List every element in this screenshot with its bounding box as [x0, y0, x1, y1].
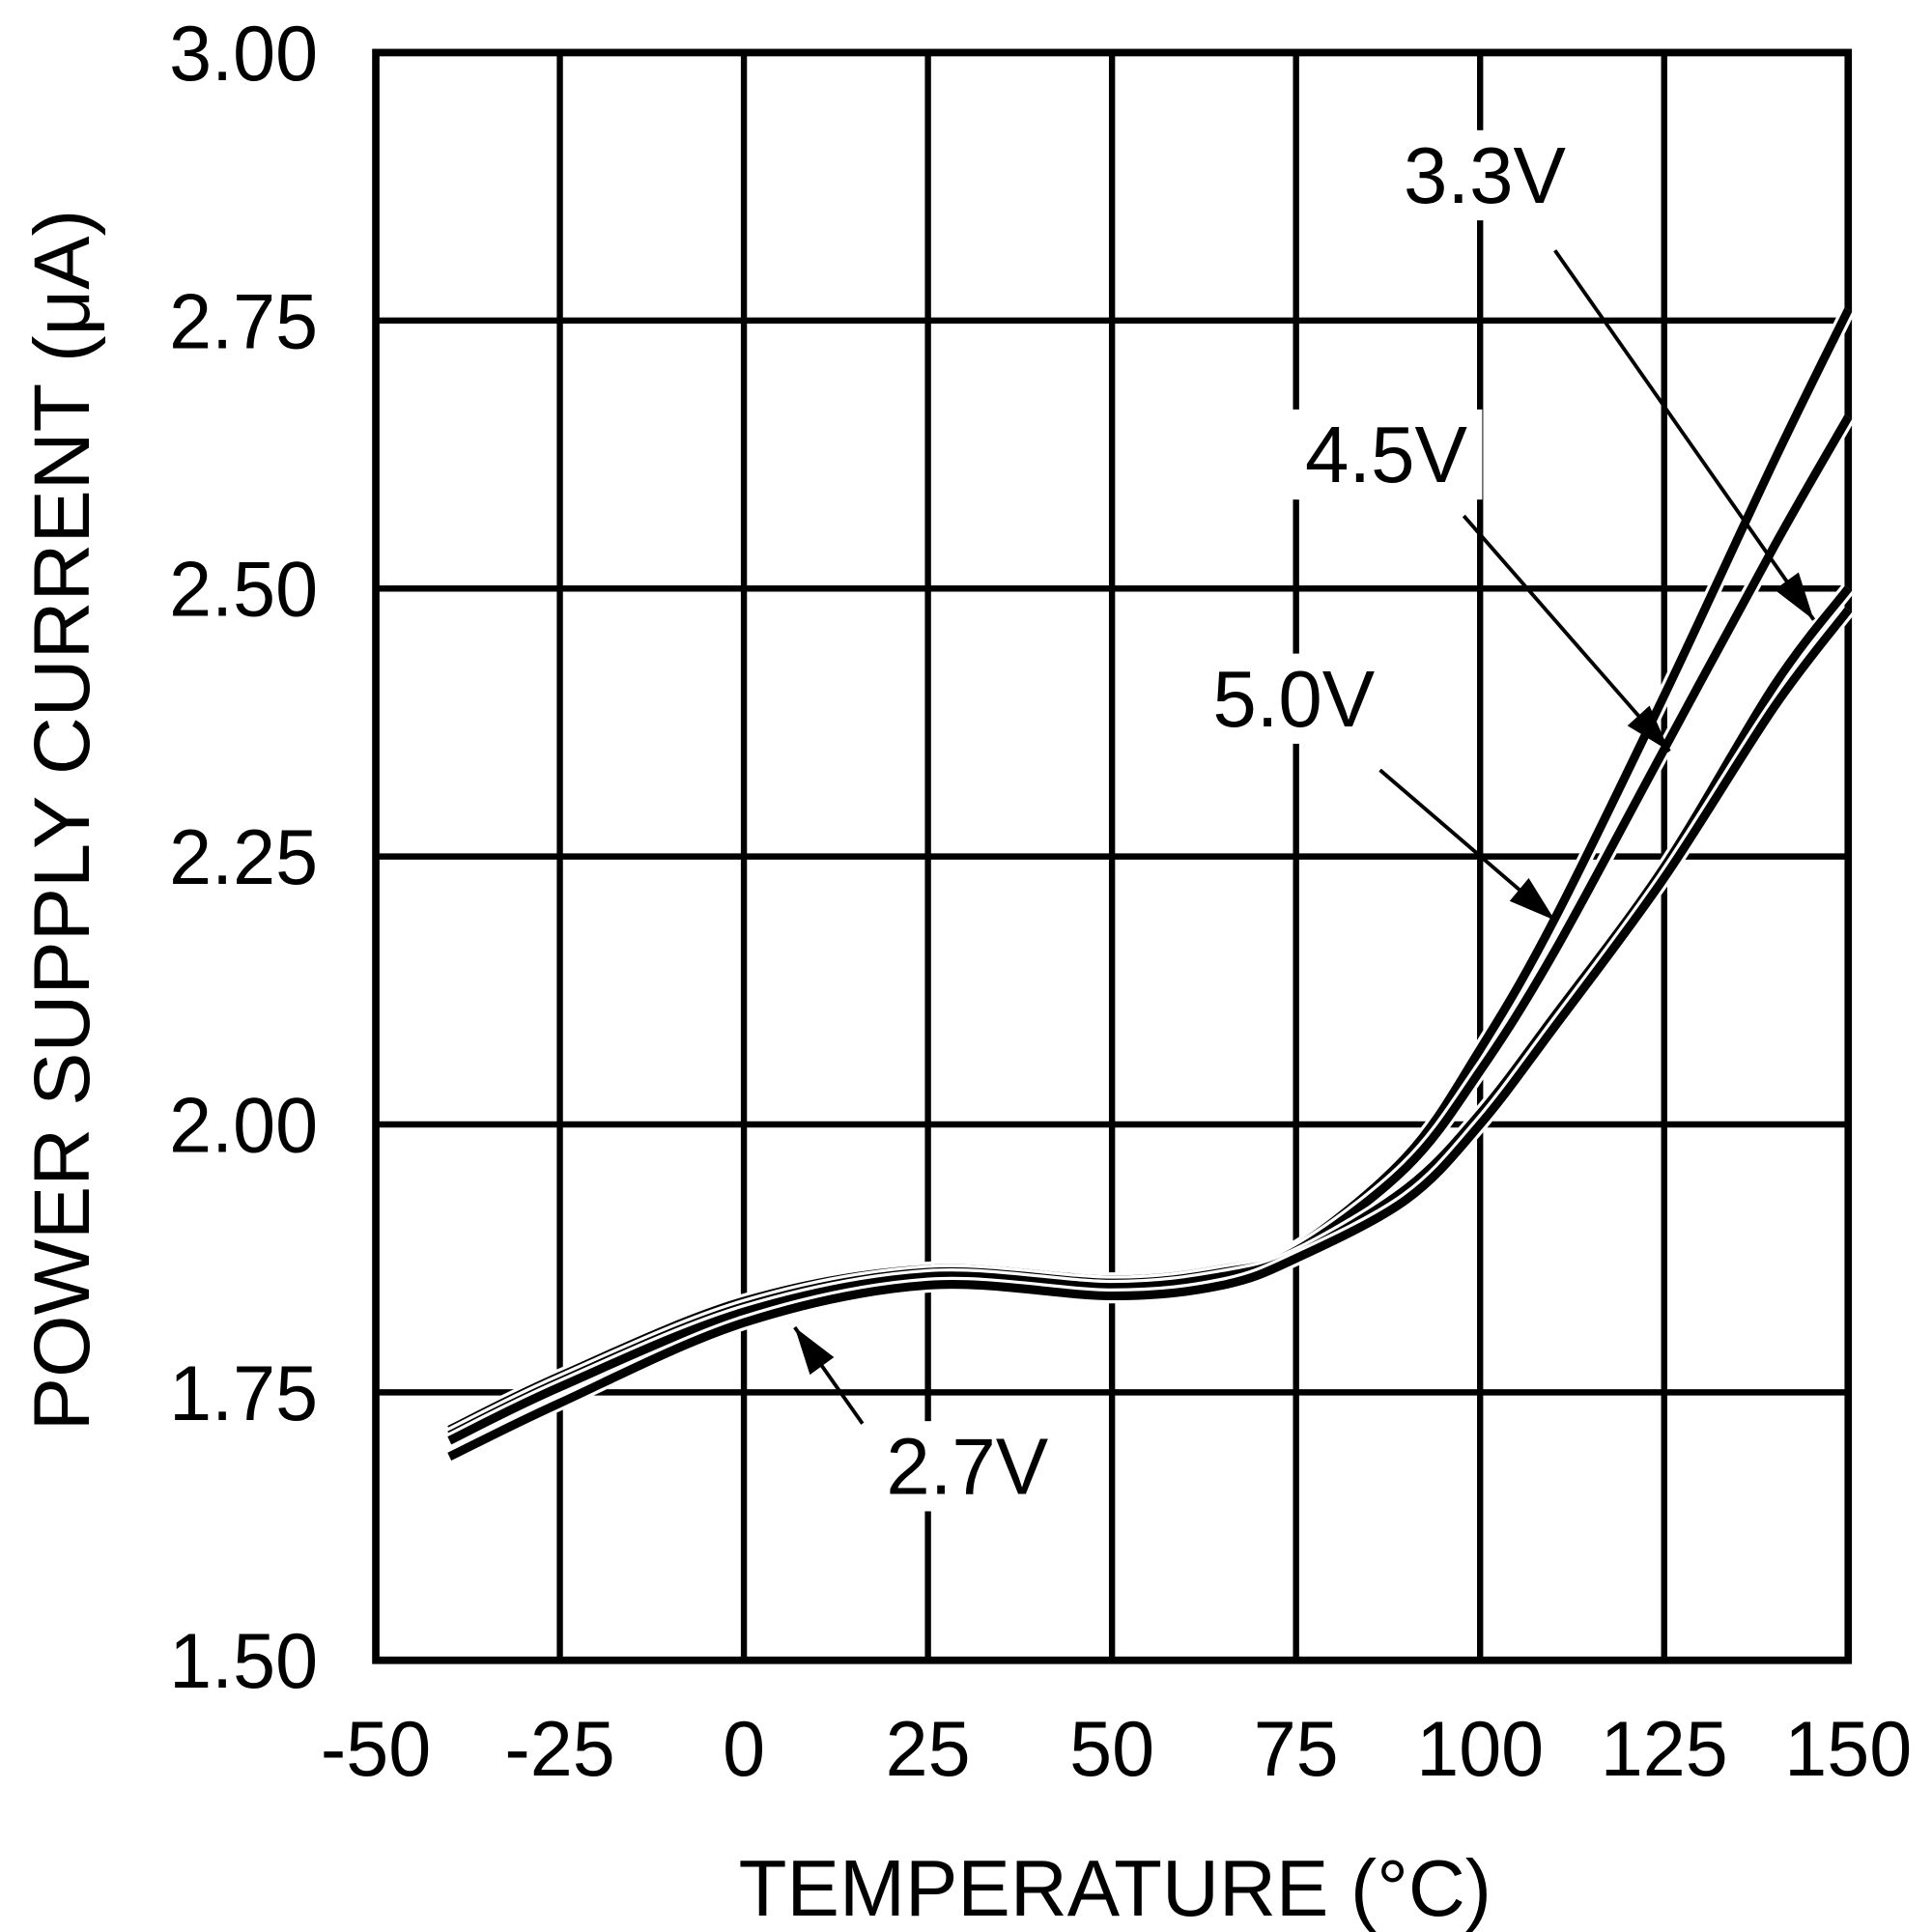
- series-line-5-0v-halo: [445, 306, 1856, 1437]
- x-tick-label: -25: [504, 1705, 614, 1792]
- y-tick-label: 2.50: [169, 546, 318, 633]
- x-tick-label: -50: [321, 1705, 431, 1792]
- arrowhead-icon: [794, 1326, 835, 1376]
- arrowhead-icon: [1627, 705, 1670, 752]
- plot-frame: [372, 48, 1853, 1664]
- annotation-label-bg: [1197, 653, 1390, 744]
- arrowhead-icon: [1509, 878, 1555, 921]
- annotation-label-bg: [1388, 129, 1581, 221]
- tick-labels: -50 -25 0 25 50 75 100 125 150 1.50 1.75 2.00 2.25 2.…: [169, 10, 1912, 1792]
- x-tick-label: 150: [1784, 1705, 1912, 1792]
- y-axis-label: POWER SUPPLY CURRENT (μA): [18, 210, 105, 1431]
- y-tick-label: 1.50: [169, 1618, 318, 1705]
- y-tick-label: 2.00: [169, 1082, 318, 1169]
- x-tick-label: 50: [1069, 1705, 1154, 1792]
- annotation-label-3-3v: 3.3V: [1404, 131, 1566, 220]
- series-line-5-0v: [447, 307, 1853, 1435]
- annotation-label-2-7v: 2.7V: [886, 1423, 1048, 1512]
- grid: [372, 48, 1853, 1664]
- arrowhead-icon: [1774, 572, 1814, 620]
- series-lines: [445, 306, 1856, 1463]
- x-axis-label: TEMPERATURE (°C): [739, 1845, 1492, 1932]
- annotation-label-5-0v: 5.0V: [1212, 655, 1375, 744]
- x-tick-label: 100: [1416, 1705, 1544, 1792]
- annotation-arrow-line: [1553, 249, 1816, 621]
- annotation-label-4-5v: 4.5V: [1305, 411, 1467, 499]
- annotation-arrow-line: [1462, 514, 1671, 753]
- x-tick-label: 25: [886, 1705, 971, 1792]
- x-tick-label: 125: [1601, 1705, 1728, 1792]
- y-tick-label: 1.75: [169, 1350, 318, 1436]
- y-tick-label: 2.25: [169, 814, 318, 901]
- annotation-label-bg: [870, 1421, 1064, 1512]
- annotation-label-bg: [1290, 409, 1483, 500]
- x-tick-label: 75: [1254, 1705, 1339, 1792]
- x-tick-label: 0: [723, 1705, 765, 1792]
- y-tick-label: 3.00: [169, 10, 318, 97]
- annotations: 5.0V 4.5V 3.3V 2.7V: [793, 129, 1816, 1512]
- y-tick-label: 2.75: [169, 278, 318, 365]
- series-line-2-7v: [447, 607, 1852, 1462]
